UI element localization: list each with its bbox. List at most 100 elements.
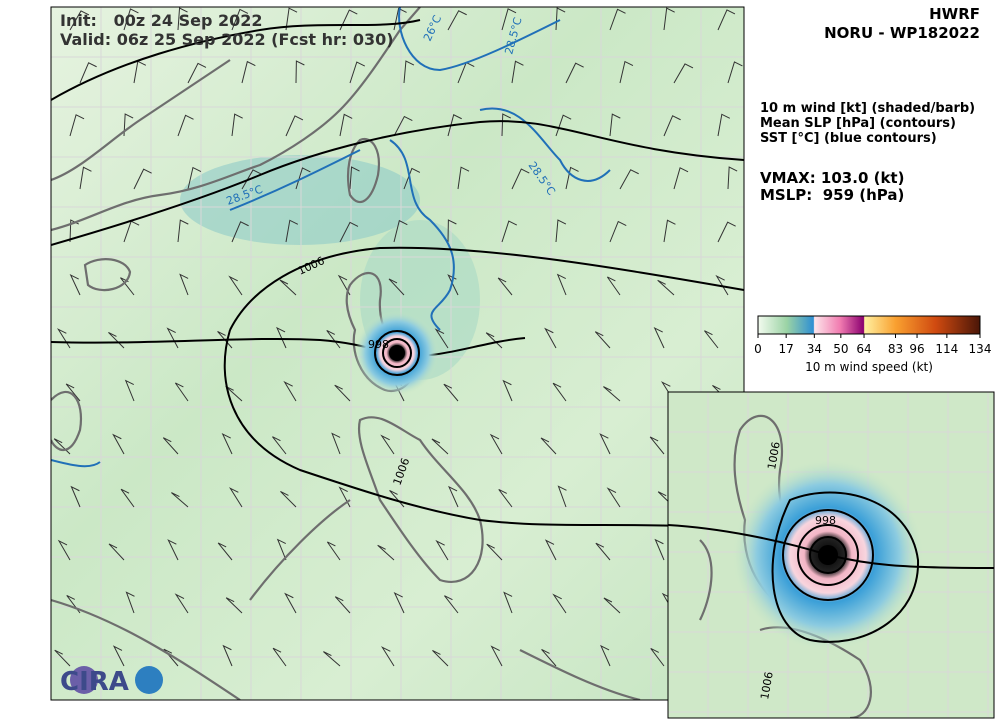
colorbar-tick-label: 50	[833, 342, 848, 356]
colorbar-tick-label: 83	[888, 342, 903, 356]
wind-barb	[323, 651, 341, 667]
wind-barb	[112, 645, 125, 667]
wind-barb	[489, 433, 503, 455]
wind-barb	[432, 649, 449, 667]
wind-barb	[603, 597, 621, 614]
wind-barb	[609, 8, 626, 31]
wind-barb	[326, 541, 341, 561]
wind-barb	[511, 168, 530, 190]
wind-barb	[272, 436, 287, 455]
wind-barb	[431, 438, 449, 455]
mslp: MSLP: 959 (hPa)	[760, 186, 904, 204]
wind-barb	[448, 485, 459, 508]
wind-barb	[276, 538, 287, 561]
wind-barb	[443, 383, 459, 402]
main-map: 1006 998 1006 26°C 28.5°C 28.5°C 28.5°C …	[51, 7, 744, 700]
wind-barb	[276, 326, 287, 349]
wind-barb	[502, 379, 513, 402]
wind-barb	[380, 646, 395, 667]
wind-barb	[57, 539, 71, 561]
wind-barb	[179, 273, 189, 296]
wind-barb	[403, 60, 415, 84]
wind-barb	[603, 386, 621, 402]
wind-barb	[650, 647, 665, 667]
inset-map: 998 1006 1006	[668, 392, 994, 718]
wind-barb	[285, 219, 299, 243]
wind-barb	[241, 60, 256, 84]
wind-barb	[54, 649, 71, 667]
init-time: Init: 00z 24 Sep 2022	[60, 11, 263, 30]
wind-barb	[339, 113, 353, 137]
wind-barb	[295, 167, 311, 190]
wind-barb	[112, 433, 125, 455]
wind-barb	[349, 61, 366, 84]
wind-barb	[609, 220, 627, 243]
wind-barb	[228, 275, 243, 296]
colorbar-tick-label: 64	[856, 342, 871, 356]
wind-barb	[727, 166, 738, 190]
wind-barb	[663, 7, 675, 31]
wind-barb	[490, 645, 503, 667]
wind-barb	[272, 647, 287, 667]
wind-barb	[556, 273, 567, 296]
wind-barb	[295, 60, 305, 84]
contour-label: 998	[368, 338, 389, 351]
wind-barb	[653, 326, 665, 349]
wind-barb	[393, 115, 413, 137]
wind-barb	[565, 62, 584, 84]
wind-barb	[167, 539, 179, 561]
colorbar-label: 10 m wind speed (kt)	[805, 360, 933, 374]
wind-barb	[497, 277, 513, 296]
wind-barb	[657, 279, 675, 296]
vmax: VMAX: 103.0 (kt)	[760, 169, 904, 187]
wind-barb	[393, 219, 408, 243]
wind-barb	[125, 591, 135, 614]
contour-label: 1006	[758, 671, 776, 701]
wind-barb	[609, 113, 621, 137]
wind-barb	[717, 9, 736, 31]
wind-barb	[565, 166, 579, 190]
wind-barb	[552, 593, 567, 614]
wind-barb	[163, 648, 179, 667]
wind-barb	[339, 221, 359, 243]
wind-barb	[447, 10, 467, 31]
wind-barb	[174, 382, 189, 402]
wind-barb	[619, 169, 639, 190]
wind-barb	[599, 433, 611, 455]
wind-barb	[606, 276, 621, 296]
wind-barb	[673, 167, 689, 190]
colorbar-tick-label: 114	[935, 342, 958, 356]
wind-barb	[501, 113, 511, 137]
wind-barb	[727, 61, 743, 84]
wind-barb	[663, 219, 676, 243]
wind-barb	[162, 437, 179, 455]
wind-barb	[486, 543, 503, 561]
wind-barb	[595, 542, 611, 561]
wind-barb	[69, 10, 90, 31]
wind-barb	[654, 538, 665, 561]
wind-barb	[133, 168, 152, 190]
wind-barb	[501, 220, 518, 243]
wind-barb	[70, 485, 81, 508]
valid-time: Valid: 06z 25 Sep 2022 (Fcst hr: 030)	[60, 30, 394, 49]
wind-barb	[285, 7, 298, 31]
inset-frame	[667, 391, 995, 719]
wind-barb	[704, 330, 719, 349]
wind-barb	[284, 592, 297, 614]
wind-barb	[557, 485, 567, 508]
wind-barb	[541, 648, 557, 667]
map-frame	[50, 6, 745, 701]
wind-barb	[174, 593, 189, 614]
wind-barb	[606, 487, 621, 508]
wind-barb	[594, 331, 611, 349]
legend-line: Mean SLP [hPa] (contours)	[760, 116, 956, 131]
wind-barb	[225, 597, 243, 614]
wind-barb	[503, 591, 513, 614]
wind-barb	[663, 115, 681, 137]
wind-barb	[222, 644, 233, 667]
wind-barb	[228, 487, 243, 508]
wind-barb	[552, 382, 567, 402]
legend-line: 10 m wind [kt] (shaded/barb)	[760, 101, 975, 116]
wind-barb	[447, 114, 462, 137]
